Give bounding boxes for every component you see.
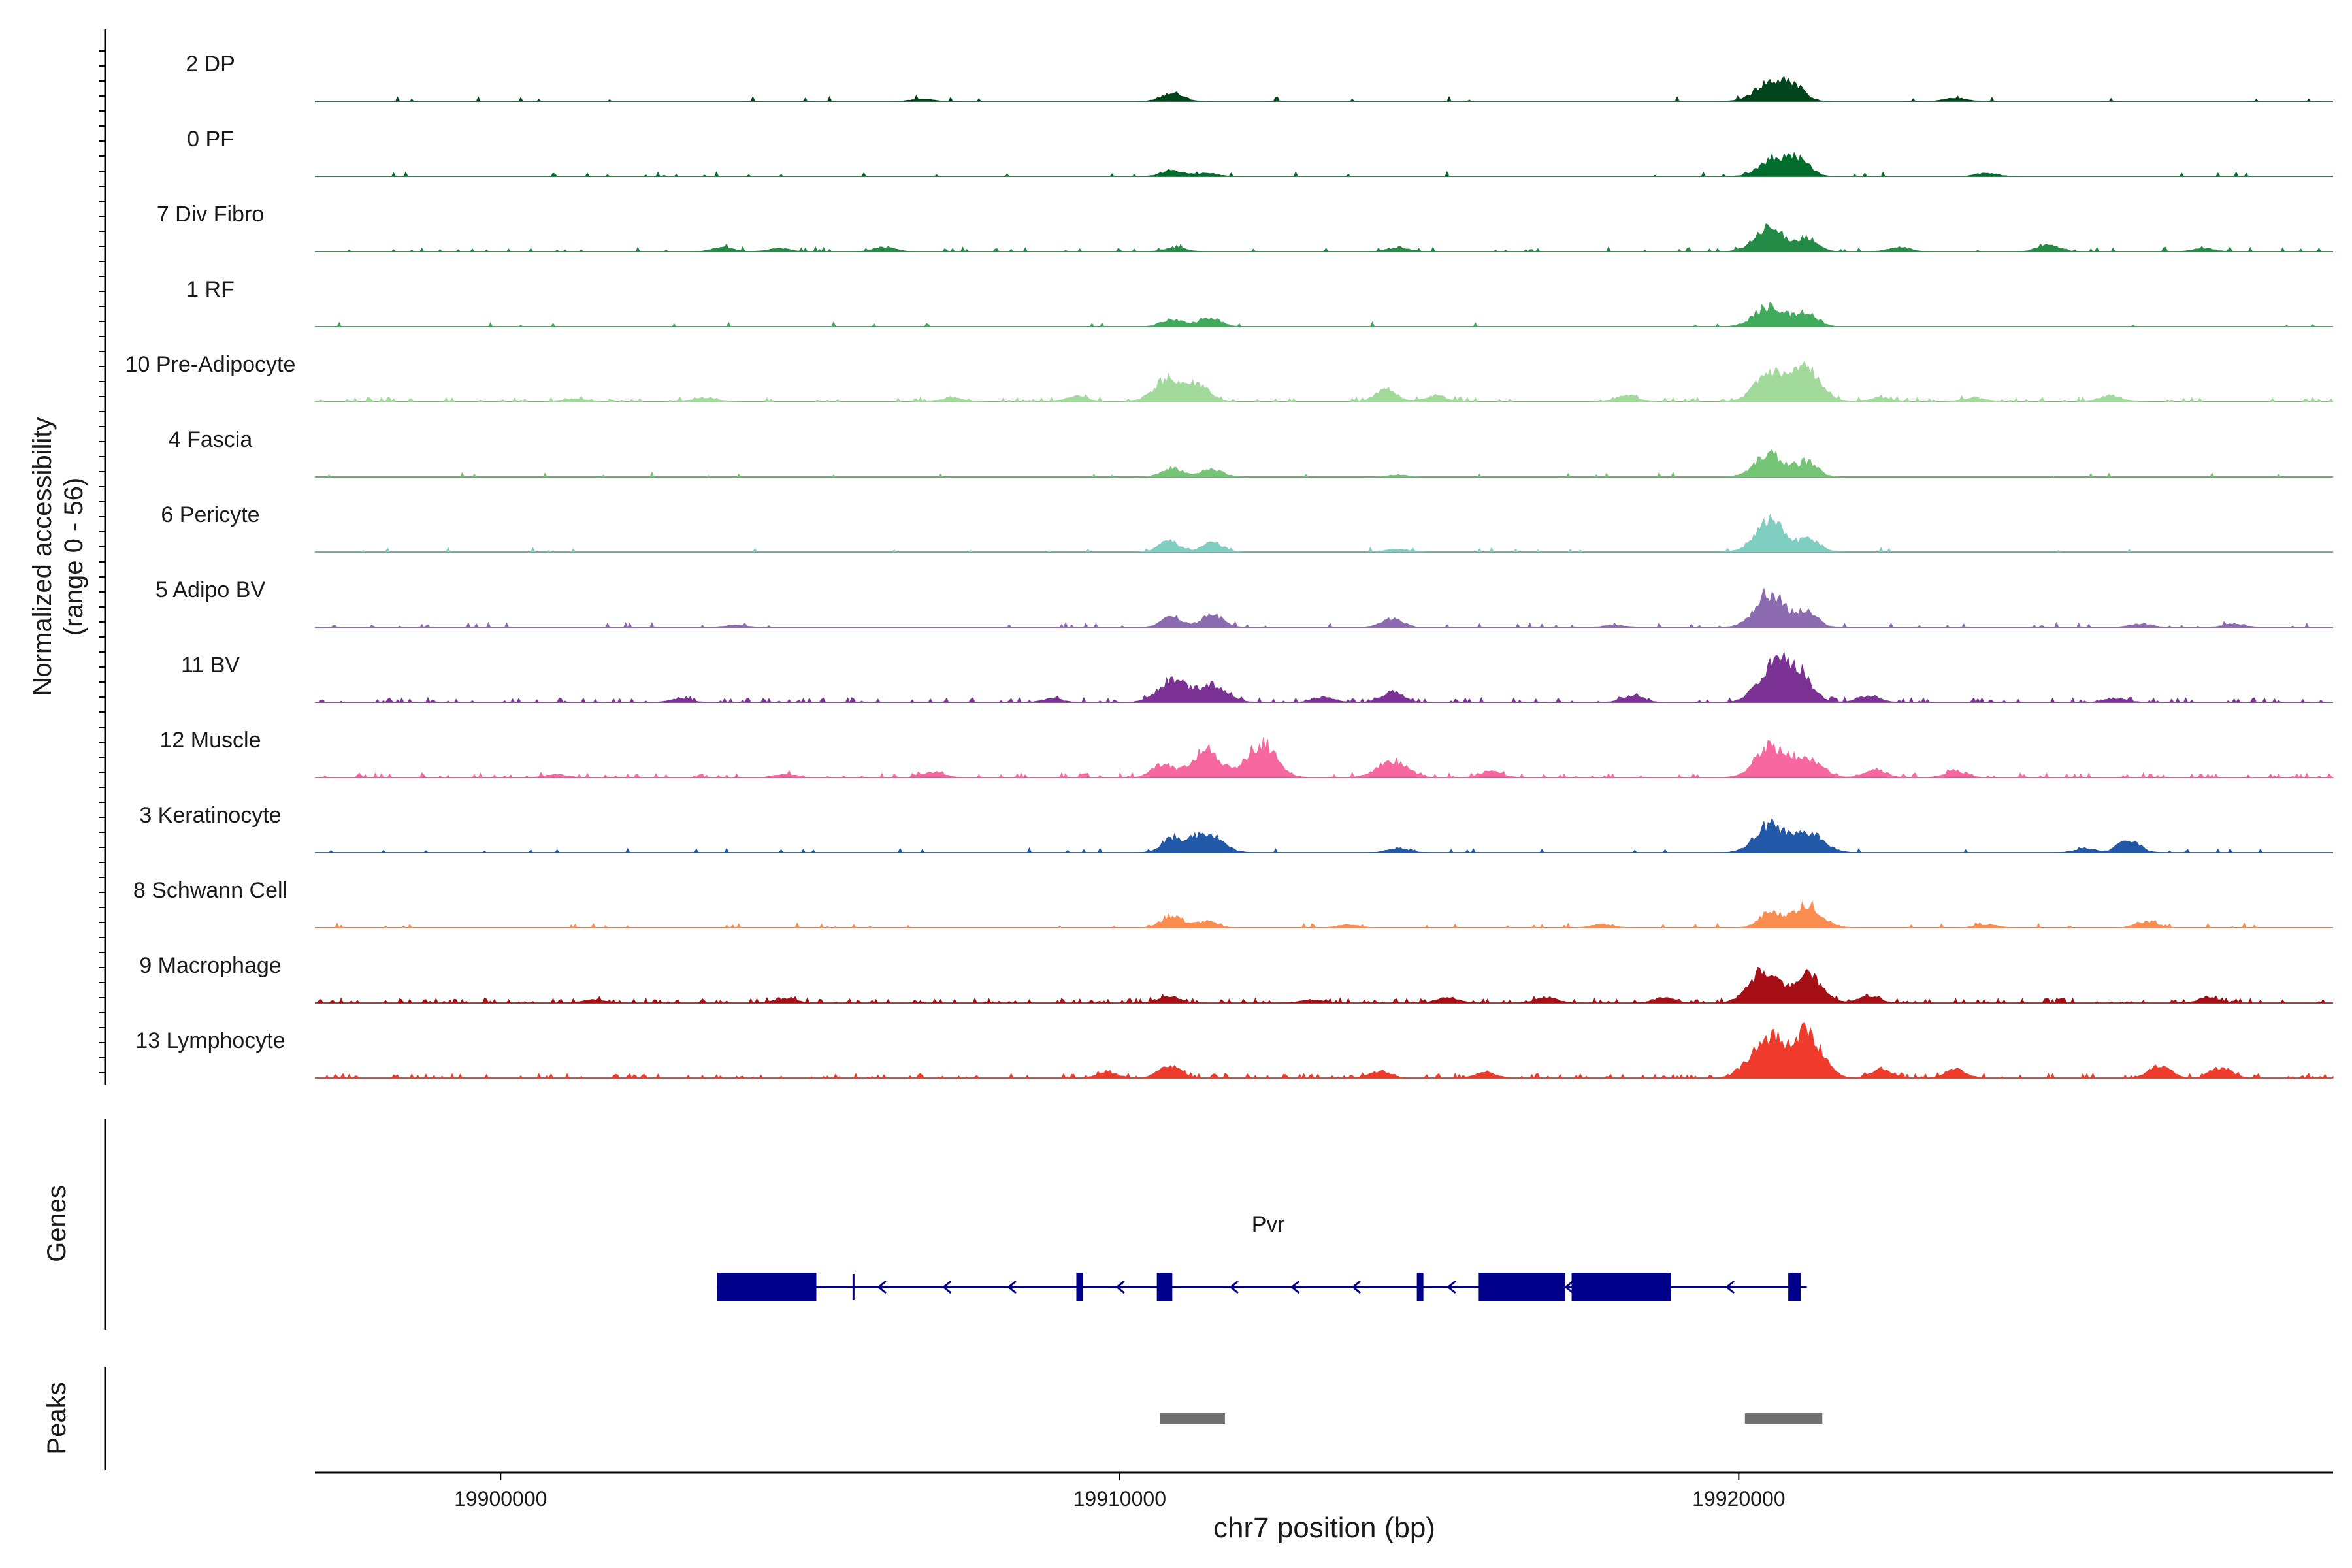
coverage-panel: 2 DP 0 PF 7 Div Fibro 1 RF 10 Pre-Adipocyte 4… [28,29,2334,1085]
coverage-area [315,301,2333,327]
coverage-track: 6 Pericyte [161,502,2333,553]
gene-exon [717,1273,817,1301]
coverage-track: 3 Keratinocyte [139,803,2333,853]
track-label: 13 Lymphocyte [135,1028,285,1053]
coverage-tracks: 2 DP 0 PF 7 Div Fibro 1 RF 10 Pre-Adipocyte 4… [125,52,2334,1079]
coverage-area [315,361,2334,403]
coverage-track: 4 Fascia [169,427,2333,478]
strand-arrow [1564,1280,1574,1294]
coverage-area [315,900,2333,928]
peak-region [1160,1413,1225,1424]
track-label: 11 BV [181,653,240,678]
track-label: 6 Pericyte [161,502,259,527]
genes-panel: Genes Pvr [42,1119,1807,1330]
coverage-area [315,737,2334,779]
coverage-area [315,76,2333,102]
peak-region [1744,1413,1823,1424]
coverage-area [315,449,2333,478]
peak-bars [1160,1413,1823,1424]
x-tick-label: 19920000 [1692,1487,1785,1511]
gene-exon [1788,1273,1801,1301]
coverage-y-axis-label-range: (range 0 - 56) [59,478,88,636]
coverage-track: 12 Muscle [160,728,2334,779]
track-label: 9 Macrophage [139,953,281,978]
track-label: 12 Muscle [160,728,261,753]
coverage-area [315,513,2333,553]
x-tick-label: 19900000 [454,1487,547,1511]
coverage-y-axis-ticks [99,50,105,1073]
gene-name-label: Pvr [1252,1212,1285,1237]
x-tick-label: 19910000 [1073,1487,1166,1511]
track-label: 0 PF [187,127,234,152]
genes-track-label: Genes [42,1185,71,1262]
track-label: 1 RF [186,277,235,302]
coverage-area [315,817,2333,853]
track-label: 10 Pre-Adipocyte [125,352,296,377]
track-label: 8 Schwann Cell [133,878,287,903]
x-axis-ticks: 19900000 19910000 19920000 [454,1473,1786,1511]
track-label: 5 Adipo BV [155,578,266,602]
strand-arrow [942,1280,952,1294]
track-label: 4 Fascia [169,427,253,452]
strand-arrow [1007,1280,1017,1294]
coverage-area [315,587,2333,629]
coverage-track: 0 PF [187,127,2333,177]
peaks-panel: Peaks [42,1367,1823,1470]
coverage-track: 11 BV [181,651,2333,704]
strand-arrow [1290,1280,1300,1294]
strand-arrow [1725,1280,1735,1294]
coverage-y-axis-label: Normalized accessibility [28,417,57,696]
gene-exon [1571,1273,1671,1301]
gene-exon [1478,1273,1566,1301]
strand-arrow [1351,1280,1362,1294]
coverage-track: 8 Schwann Cell [133,878,2333,928]
gene-exon [1416,1273,1424,1301]
coverage-area [315,651,2333,704]
coverage-area [315,966,2333,1004]
gene-model [717,1273,1807,1301]
coverage-track: 2 DP [186,52,2333,102]
strand-arrow [1229,1280,1239,1294]
peaks-track-label: Peaks [42,1382,71,1454]
track-label: 3 Keratinocyte [139,803,281,828]
strand-arrow [877,1280,887,1294]
gene-exon [1076,1273,1083,1301]
coverage-area [315,1022,2334,1079]
coverage-track: 10 Pre-Adipocyte [125,352,2334,403]
gene-exon [1156,1273,1173,1301]
coverage-track: 5 Adipo BV [155,578,2333,629]
track-label: 7 Div Fibro [157,202,264,227]
track-label: 2 DP [186,52,235,76]
strand-arrow [1115,1280,1125,1294]
coverage-area [315,223,2333,252]
x-axis: 19900000 19910000 19920000 chr7 position (… [315,1471,2333,1544]
coverage-track: 9 Macrophage [139,953,2333,1004]
coverage-track: 13 Lymphocyte [135,1022,2334,1079]
strand-arrow [1446,1280,1456,1294]
coverage-track: 7 Div Fibro [157,202,2333,252]
coverage-area [315,152,2333,177]
coverage-track: 1 RF [186,277,2333,327]
x-axis-label: chr7 position (bp) [1213,1512,1435,1544]
